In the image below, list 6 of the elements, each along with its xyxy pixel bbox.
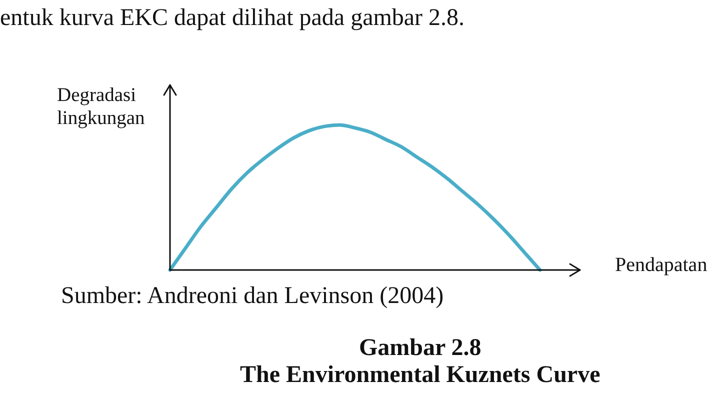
x-axis-title: Pendapatan <box>615 254 708 277</box>
text: entuk kurva EKC dapat dilihat pada gambar 2.8. <box>0 5 465 32</box>
y-axis-title: Degradasi lingkungan <box>57 84 146 130</box>
text: Sumber: Andreoni dan Levinson (2004) <box>61 283 444 310</box>
text: The Environmental Kuznets Curve <box>240 362 600 389</box>
text: Gambar 2.8 <box>359 335 482 362</box>
